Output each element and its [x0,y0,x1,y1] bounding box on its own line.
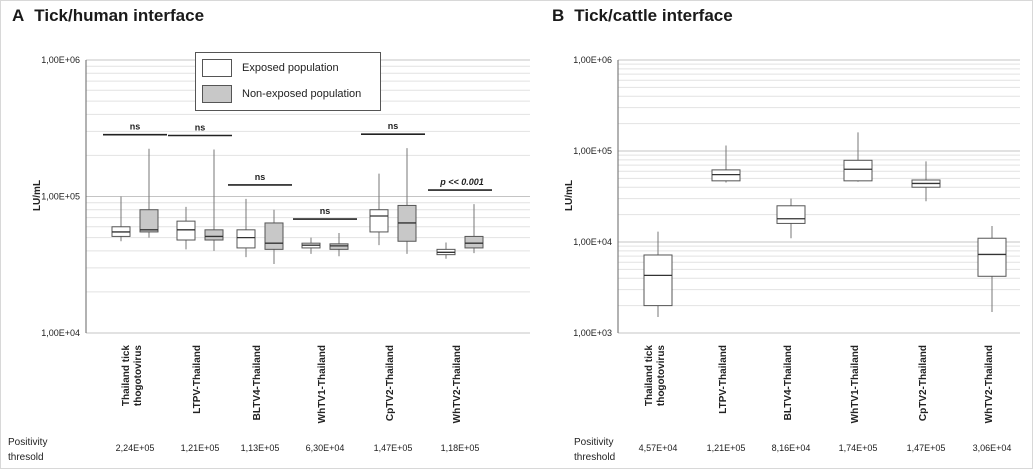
panel-b-cattle-box [711,169,741,182]
panel-a-category-label: WhTV2-Thailand [452,345,463,423]
panel-b-positivity-label-line1: Positivity [574,437,614,448]
panel-a-non-exposed-box [464,235,484,249]
panel-b-positivity-value: 4,57E+04 [639,443,678,453]
panel-b-category-label: BLTV4-Thailand [783,345,794,420]
panel-b-positivity-value: 3,06E+04 [973,443,1012,453]
panel-a-y-tick-label: 1,00E+06 [41,55,80,65]
panel-a-positivity-value: 1,47E+05 [374,443,413,453]
panel-a-y-tick-label: 1,00E+04 [41,328,80,338]
panel-a-exposed-box [236,229,256,249]
panel-a-positivity-value: 6,30E+04 [306,443,345,453]
legend-swatch-non-exposed [202,85,232,103]
panel-b-positivity-label-line2: threshold [574,452,616,463]
legend-item-exposed: Exposed population [202,58,339,78]
panel-a-positivity-label-line2: thresold [8,452,44,463]
panel-a-significance-label: p << 0.001 [439,177,484,187]
panel-b-cattle-box [977,237,1007,277]
legend-swatch-exposed [202,59,232,77]
panel-a-exposed-box [176,220,196,241]
panel-a-category-label: CpTV2-Thailand [385,345,396,421]
panel-b-y-tick-label: 1,00E+03 [573,328,612,338]
panel-b-category-label: thogotovirus [656,345,667,407]
panel-a-category-label: LTPV-Thailand [192,345,203,414]
panel-b-positivity-value: 1,47E+05 [907,443,946,453]
panel-a-y-tick-label: 1,00E+05 [41,192,80,202]
panel-a-non-exposed-box [204,229,224,241]
panel-a-category-label: BLTV4-Thailand [252,345,263,420]
panel-a-significance-label: ns [388,121,399,131]
panel-b-positivity-value: 1,74E+05 [839,443,878,453]
panel-a-significance-label: ns [130,122,141,132]
panel-b-y-tick-label: 1,00E+06 [573,55,612,65]
panel-a-category-label: WhTV1-Thailand [317,345,328,423]
panel-b-category-label: WhTV1-Thailand [850,345,861,423]
panel-b-category-label: CpTV2-Thailand [918,345,929,421]
panel-b-cattle-box [643,254,673,307]
legend-label-exposed: Exposed population [242,62,339,74]
panel-b-positivity-value: 8,16E+04 [772,443,811,453]
panel-a-non-exposed-box [329,243,349,250]
panel-b-positivity-value: 1,21E+05 [707,443,746,453]
panel-a-significance-label: ns [255,172,266,182]
panel-a-positivity-value: 1,18E+05 [441,443,480,453]
legend-label-non-exposed: Non-exposed population [242,88,362,100]
panel-a-non-exposed-box [139,209,159,233]
legend-item-non-exposed: Non-exposed population [202,84,361,104]
panel-a-title: A Tick/human interface [12,6,205,25]
panel-b-cattle-box [843,159,873,182]
panel-a-positivity-label-line1: Positivity [8,437,48,448]
panel-b-title: B Tick/cattle interface [552,6,733,25]
panel-a-non-exposed-box [264,222,284,250]
panel-b-cattle-box [776,205,806,224]
panel-a-category-label: Thailand tick [121,345,132,407]
panel-a-positivity-value: 1,13E+05 [241,443,280,453]
panel-a-significance-label: ns [320,206,331,216]
panel-a-positivity-value: 1,21E+05 [181,443,220,453]
panel-b-category-label: LTPV-Thailand [718,345,729,414]
panel-a-category-label: thogotovirus [133,345,144,407]
panel-b-category-label: Thailand tick [644,345,655,407]
panel-b-y-tick-label: 1,00E+04 [573,237,612,247]
panel-a-exposed-box [369,209,389,233]
panel-a-significance-label: ns [195,122,206,132]
panel-b-category-label: WhTV2-Thailand [984,345,995,423]
panel-b-y-tick-label: 1,00E+05 [573,146,612,156]
panel-a-legend: Exposed population Non-exposed populatio… [195,52,381,111]
panel-a-positivity-value: 2,24E+05 [116,443,155,453]
